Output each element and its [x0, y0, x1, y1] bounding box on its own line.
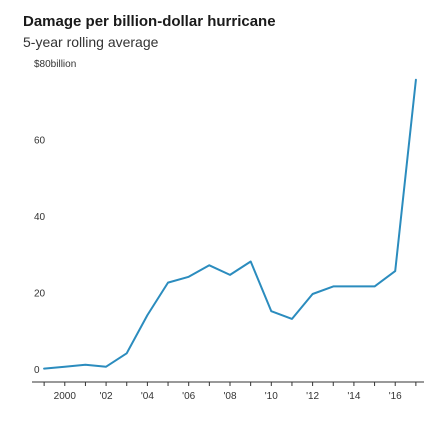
y-tick-label: 40 [34, 212, 46, 223]
y-axis-labels: 0 20 40 60 $80billion [34, 59, 76, 376]
data-point [167, 282, 169, 284]
data-point [250, 261, 252, 263]
x-axis: 2000 '02 '04 '06 '08 '10 '12 '14 '16 [32, 381, 424, 402]
x-tick-label: '04 [141, 391, 154, 402]
data-point [229, 274, 231, 276]
y-tick-label: $80billion [34, 59, 76, 70]
data-point [291, 318, 293, 320]
x-tick-label: '12 [306, 391, 319, 402]
x-tick-label: '16 [389, 391, 402, 402]
y-tick-label: 20 [34, 289, 46, 300]
data-point [126, 352, 128, 354]
chart-title: Damage per billion-dollar hurricane [23, 13, 276, 30]
data-point [105, 366, 107, 368]
data-point [353, 285, 355, 287]
data-point [146, 314, 148, 316]
data-point [374, 285, 376, 287]
x-tick-label: '08 [223, 391, 236, 402]
data-point [43, 368, 45, 370]
chart-subtitle: 5-year rolling average [23, 34, 159, 50]
x-tick-label: '10 [265, 391, 278, 402]
data-point [332, 285, 334, 287]
data-point [394, 270, 396, 272]
data-point [208, 264, 210, 266]
data-point [312, 293, 314, 295]
x-tick-label: '02 [100, 391, 113, 402]
x-tick-label: '14 [347, 391, 360, 402]
series-line [43, 78, 417, 370]
data-point [64, 366, 66, 368]
y-tick-label: 60 [34, 136, 46, 147]
y-tick-label: 0 [34, 365, 40, 376]
x-tick-label: '06 [182, 391, 195, 402]
data-point [270, 310, 272, 312]
data-point [188, 276, 190, 278]
plot-series [43, 78, 417, 370]
x-tick-label: 2000 [54, 391, 77, 402]
data-point [415, 79, 417, 81]
data-point [84, 364, 86, 366]
